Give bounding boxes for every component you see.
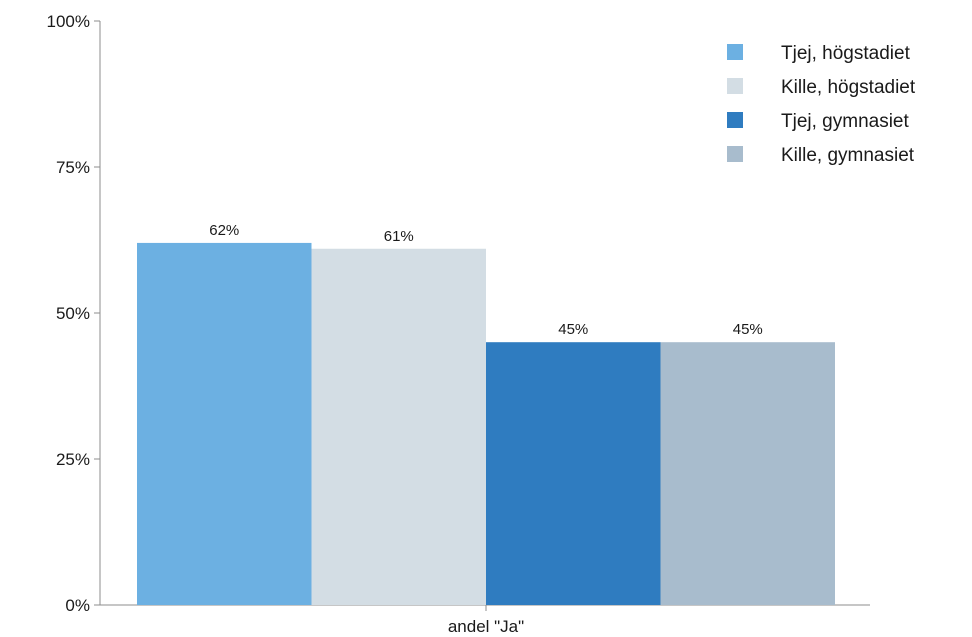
bars-group [137, 242, 835, 606]
legend-swatch [727, 146, 743, 162]
y-tick-label: 100% [47, 12, 90, 31]
bar-value-label: 61% [384, 228, 414, 245]
legend-label: Kille, högstadiet [781, 77, 916, 98]
legend: Tjej, högstadiet Kille, högstadiet Tjej, g… [727, 43, 916, 166]
bar-1 [137, 242, 312, 606]
x-category-label: andel "Ja" [448, 617, 524, 636]
legend-label: Kille, gymnasiet [781, 145, 915, 166]
y-tick-label: 25% [56, 450, 90, 469]
y-tick-label: 50% [56, 304, 90, 323]
legend-swatch [727, 44, 743, 60]
y-tick-label: 0% [65, 596, 90, 615]
value-labels-group: 62% 61% 45% 45% [209, 222, 763, 338]
legend-swatch [727, 78, 743, 94]
bar-2 [311, 248, 486, 605]
bar-value-label: 62% [209, 222, 239, 239]
bar-value-label: 45% [558, 321, 588, 338]
bar-4 [660, 342, 835, 605]
legend-label: Tjej, högstadiet [781, 43, 911, 64]
bar-value-label: 45% [733, 321, 763, 338]
bar-3 [486, 342, 661, 605]
legend-label: Tjej, gymnasiet [781, 111, 909, 132]
legend-swatch [727, 112, 743, 128]
y-tick-label: 75% [56, 158, 90, 177]
y-axis-ticks: 0% 25% 50% 75% 100% [47, 12, 100, 615]
